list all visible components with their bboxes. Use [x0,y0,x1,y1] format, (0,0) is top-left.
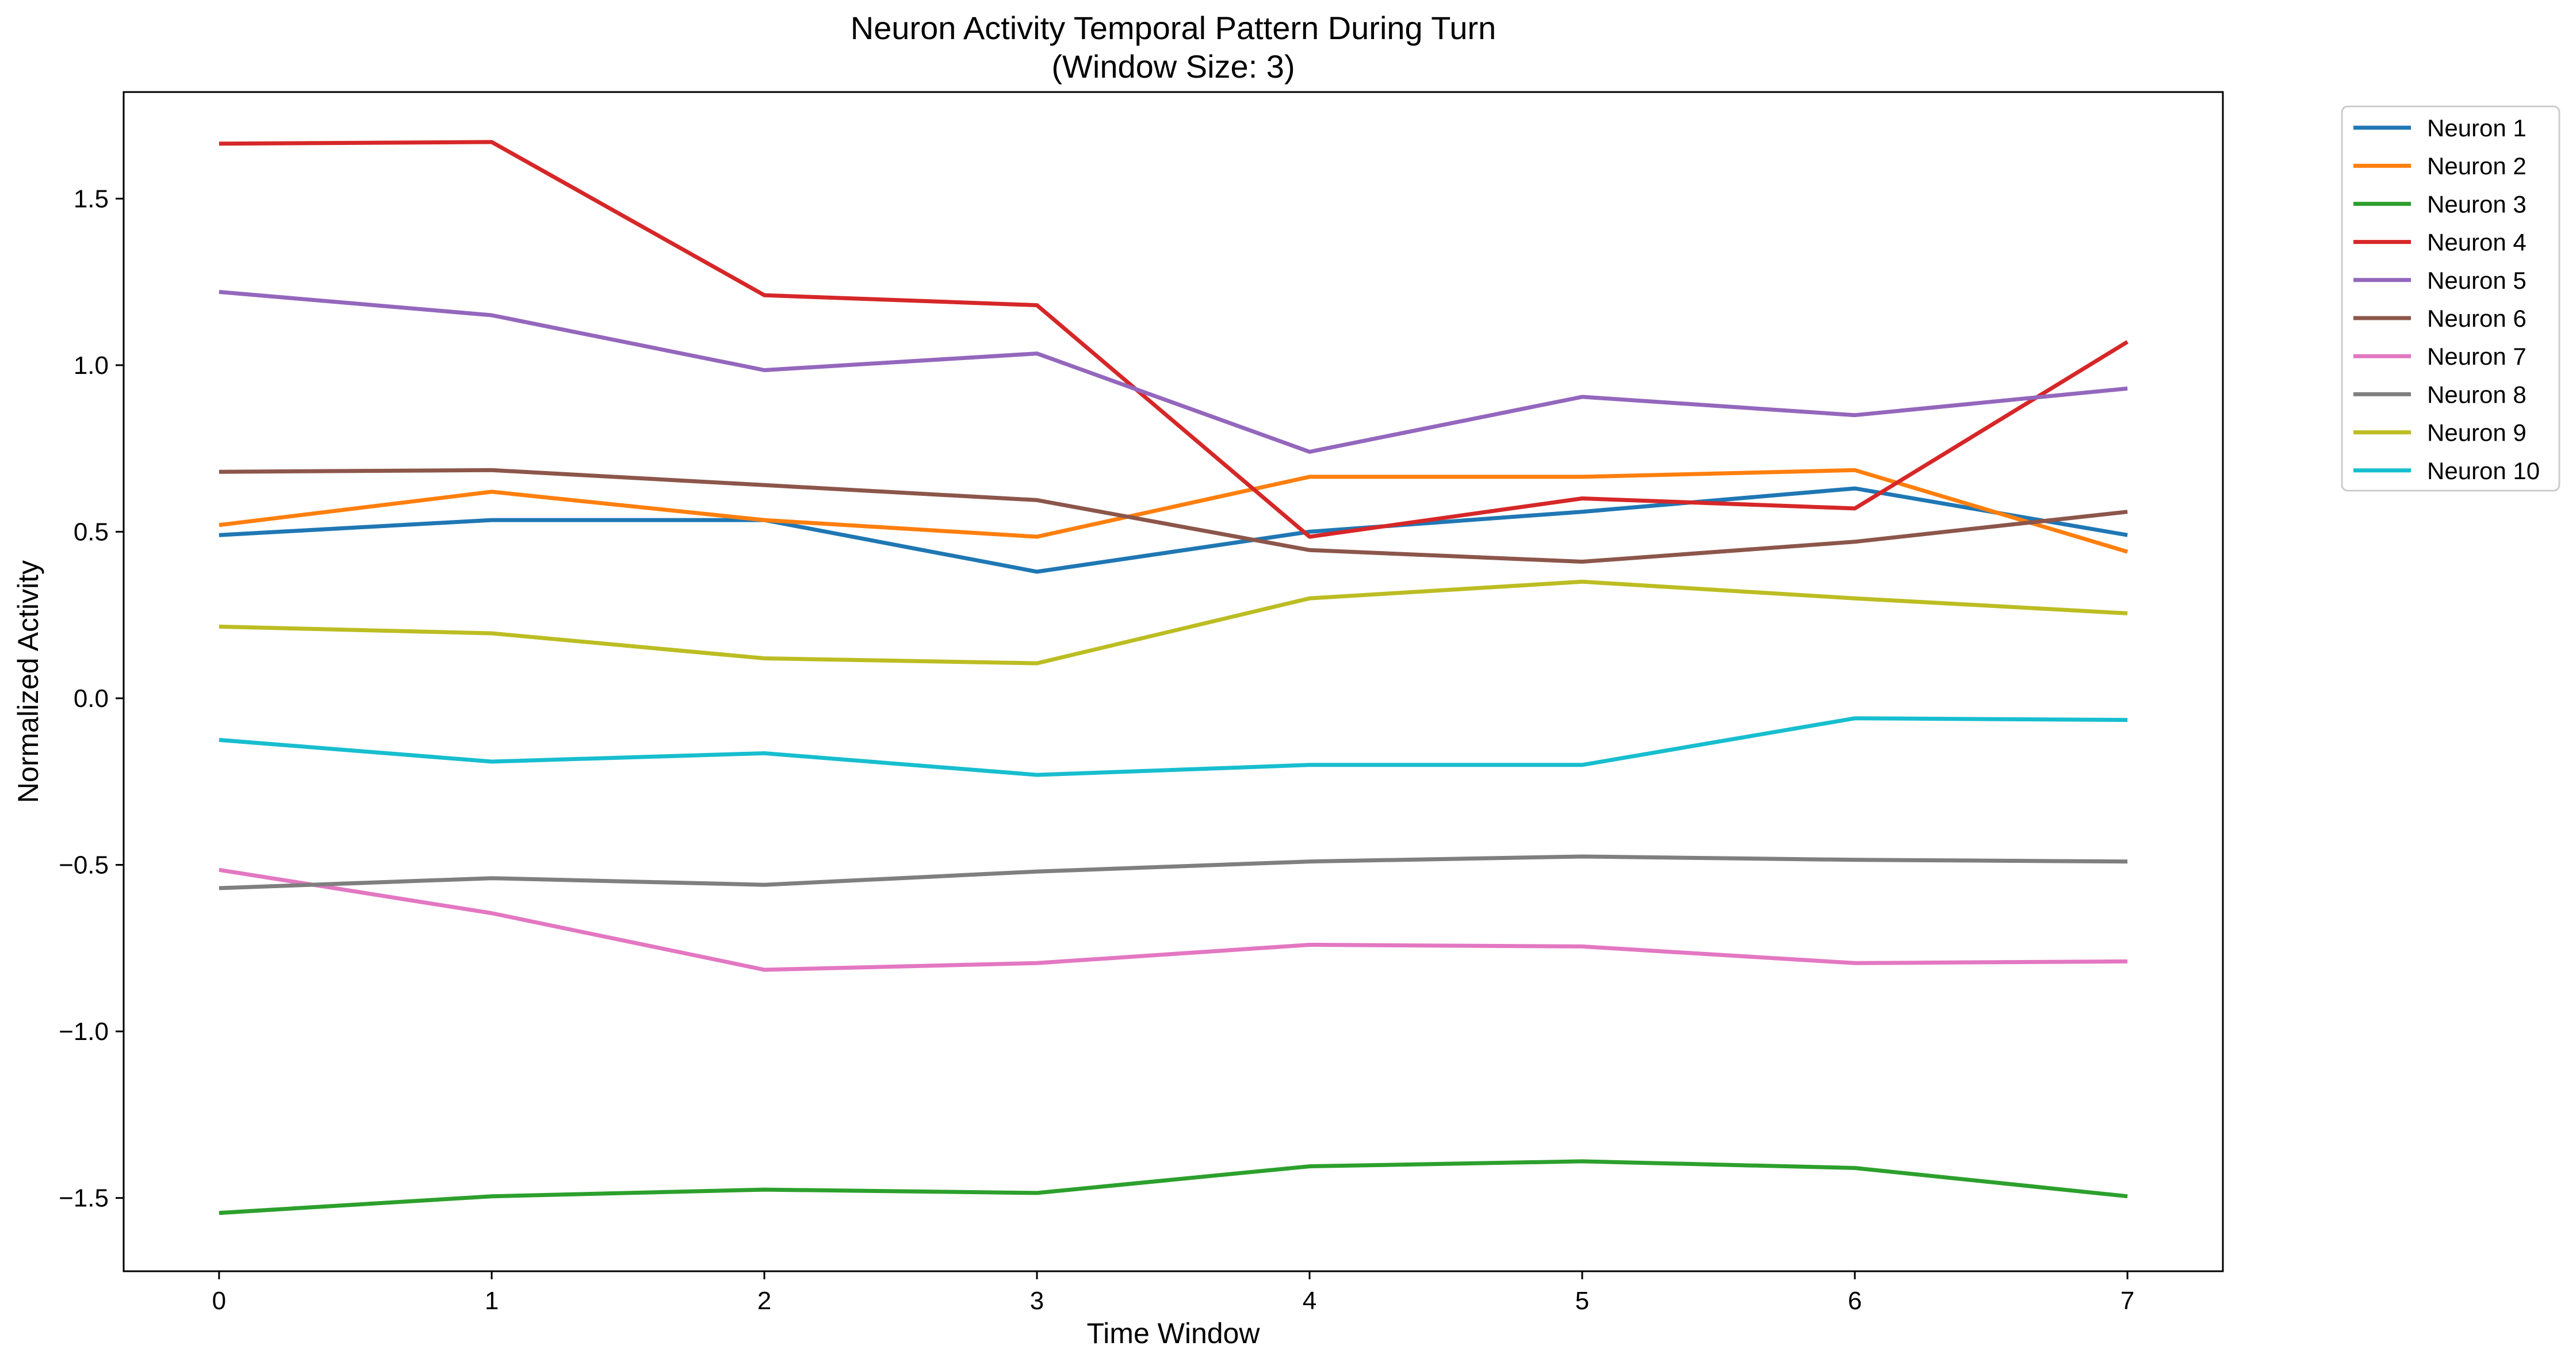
y-tick-label: 1.0 [74,351,109,380]
y-axis-ticks: −1.5 −1.0 −0.5 0.0 0.5 1.0 1.5 [59,185,124,1213]
x-axis-label: Time Window [1087,1317,1261,1349]
x-axis-ticks: 0 1 2 3 4 5 6 7 [212,1271,2134,1315]
legend-label: Neuron 7 [2427,343,2527,370]
series-line-neuron-9 [219,579,2128,666]
x-tick-label: 6 [1848,1287,1862,1315]
x-tick-label: 1 [485,1287,499,1315]
legend-label: Neuron 3 [2427,190,2527,217]
y-tick-label: −0.5 [59,851,109,880]
x-tick-label: 5 [1575,1287,1589,1315]
series-line-neuron-7 [219,867,2128,972]
plot-area-frame [123,91,2224,1272]
legend-label: Neuron 4 [2427,229,2527,256]
series-line-neuron-8 [219,854,2128,890]
legend-label: Neuron 6 [2427,305,2527,332]
x-tick-label: 3 [1030,1287,1044,1315]
series-line-neuron-4 [219,140,2129,539]
legend-label: Neuron 9 [2427,419,2527,446]
legend-label: Neuron 1 [2427,114,2527,142]
series-line-neuron-10 [219,716,2128,777]
series-line-neuron-5 [219,290,2128,454]
series-line-neuron-2 [219,468,2129,554]
y-tick-label: 1.5 [74,185,109,213]
y-tick-label: 0.5 [74,518,109,546]
legend: Neuron 1 Neuron 2 Neuron 3 Neuron 4 Neuron 5… [2341,105,2560,492]
series-lines [219,140,2129,1215]
legend-label: Neuron 2 [2427,152,2527,179]
x-tick-label: 2 [757,1287,771,1315]
chart-subtitle: (Window Size: 3) [1051,48,1295,85]
x-tick-label: 4 [1303,1287,1316,1315]
legend-label: Neuron 5 [2427,267,2527,294]
y-tick-label: −1.5 [59,1184,109,1213]
y-tick-label: −1.0 [59,1018,109,1046]
chart-title: Neuron Activity Temporal Pattern During … [851,10,1496,46]
series-line-neuron-1 [219,486,2128,574]
y-axis-label: Normalized Activity [12,560,44,803]
x-tick-label: 7 [2120,1287,2134,1315]
y-tick-label: 0.0 [74,685,109,713]
legend-label: Neuron 8 [2427,381,2527,408]
series-line-neuron-6 [219,468,2128,564]
x-tick-label: 0 [212,1287,226,1315]
legend-label: Neuron 10 [2427,457,2540,484]
series-line-neuron-3 [219,1159,2128,1215]
